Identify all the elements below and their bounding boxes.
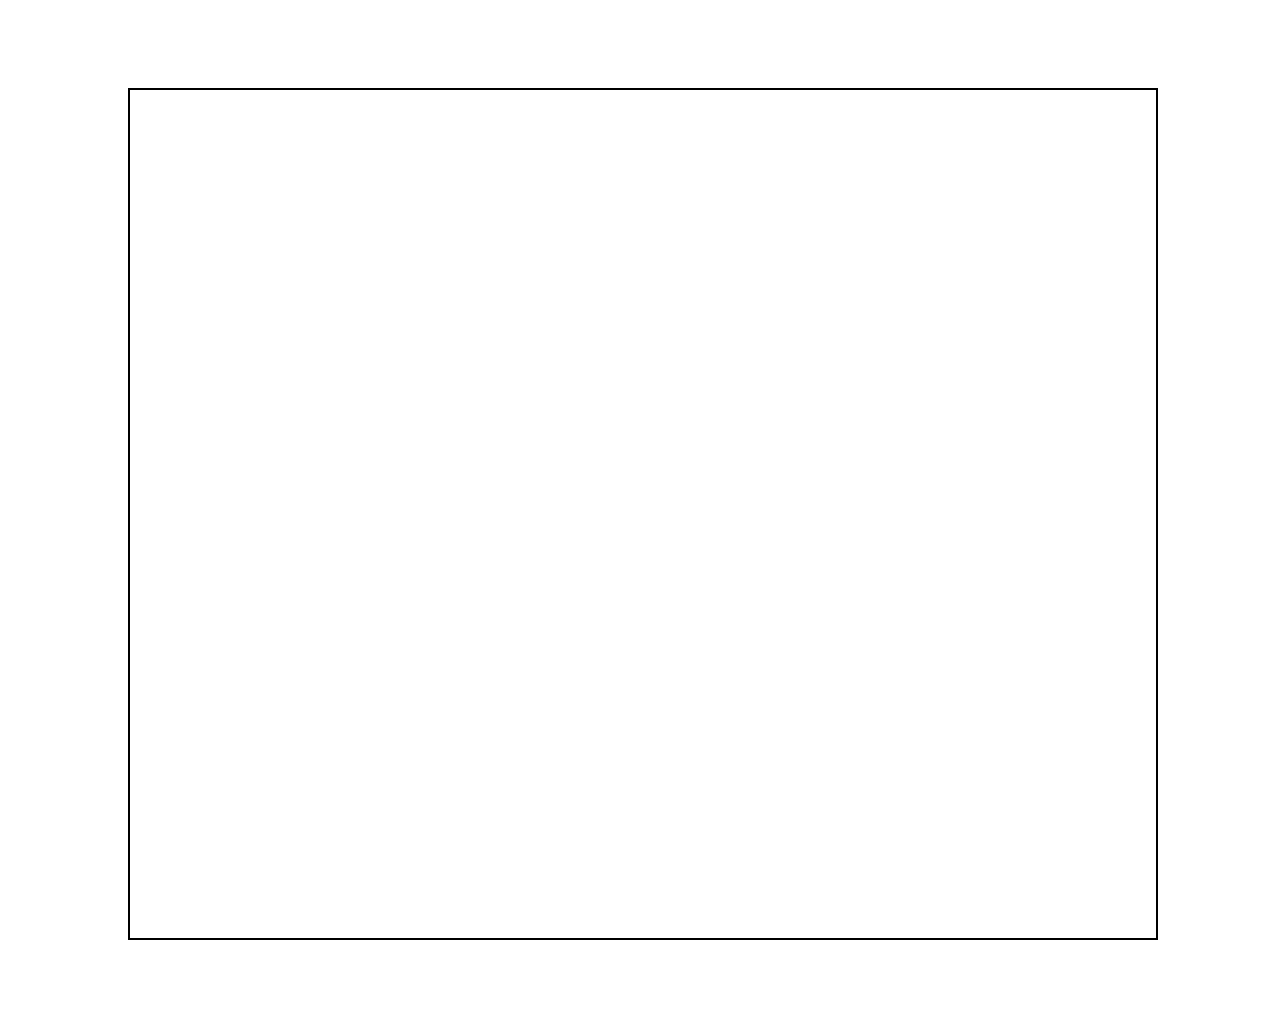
color-scale-bar [1155,238,1279,798]
forecast-map [128,88,1158,940]
legend-title-wrap [1238,180,1260,800]
color-scale-legend [1155,238,1279,798]
map-canvas [130,90,1156,938]
wind-barb-icon [948,968,1018,1010]
